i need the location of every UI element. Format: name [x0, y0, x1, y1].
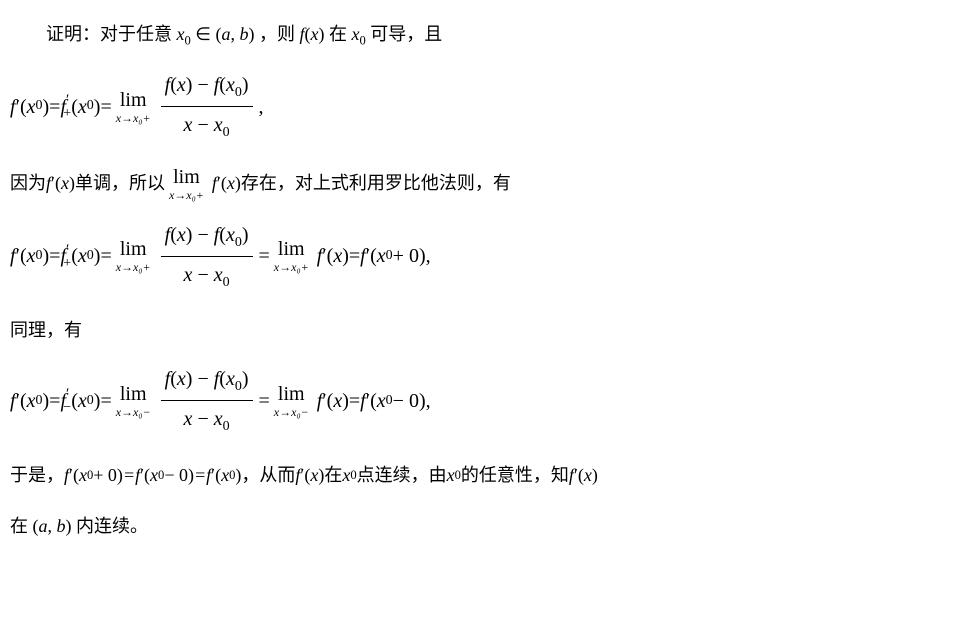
- eq: =: [49, 240, 60, 272]
- term: f′(x0): [206, 461, 241, 490]
- text: 点连续，由: [357, 461, 447, 490]
- equation-1: f′(x0) = f′+(x0) = lim x→x₀+ f(x) − f(x0…: [10, 69, 955, 145]
- eq: =: [349, 385, 360, 417]
- eq: =: [100, 385, 111, 417]
- rhs1: f′+(x0): [60, 88, 100, 125]
- term: f′(x): [295, 461, 324, 490]
- term: f′(x): [313, 385, 349, 417]
- term: f′(x): [569, 461, 598, 490]
- eq: =: [194, 461, 206, 490]
- term: f′(x0): [10, 240, 49, 272]
- term: f′−(x0): [60, 382, 100, 419]
- text-line-4: 于是， f′(x0 + 0) = f′(x0 − 0) = f′(x0) ，从而…: [10, 461, 955, 490]
- tail: ,: [426, 385, 431, 417]
- equation-2: f′(x0) = f′+(x0) = limx→x₀+ f(x) − f(x0)…: [10, 219, 955, 295]
- eq: =: [259, 240, 270, 272]
- term: f′(x0 + 0): [360, 240, 425, 272]
- eq: =: [100, 91, 111, 123]
- fprime: f′(x): [208, 169, 241, 198]
- term: f′(x0 − 0): [360, 385, 425, 417]
- fx: f(x): [299, 24, 324, 44]
- var-x0: x0: [177, 24, 191, 44]
- equation-3: f′(x0) = f′−(x0) = limx→x₀− f(x) − f(x0)…: [10, 363, 955, 439]
- tail: ,: [259, 91, 264, 123]
- fprime: f′(x): [46, 169, 75, 198]
- tail: ,: [426, 240, 431, 272]
- eq: =: [349, 240, 360, 272]
- term: f′(x0 + 0): [64, 461, 123, 490]
- text-line-2: 因为 f′(x) 单调，所以 lim x→x₀+ f′(x) 存在，对上式利用罗…: [10, 167, 955, 201]
- limit: limx→x₀+: [116, 239, 151, 273]
- text: 可导，且: [370, 24, 442, 44]
- var-x0: x0: [352, 24, 366, 44]
- text: ) 内连续。: [66, 516, 149, 536]
- limit: lim x→x₀+: [169, 167, 204, 201]
- eq: =: [259, 385, 270, 417]
- text: ，从而: [241, 461, 295, 490]
- fraction: f(x) − f(x0) x − x0: [161, 219, 253, 295]
- term: f′+(x0): [60, 238, 100, 275]
- limit: limx→x₀+: [274, 239, 309, 273]
- text: 在 (: [10, 516, 39, 536]
- text: 同理，有: [10, 320, 82, 340]
- term: x0: [342, 461, 356, 490]
- var-b: b: [57, 516, 66, 536]
- limit: limx→x₀−: [274, 384, 309, 418]
- text: ,: [48, 516, 57, 536]
- text: ，则: [259, 24, 300, 44]
- text: 于是，: [10, 461, 64, 490]
- text: 在: [324, 461, 342, 490]
- text: ∈ (a, b): [195, 24, 254, 44]
- text: 存在，对上式利用罗比他法则，有: [241, 169, 511, 198]
- proof-line-1: 证明：对于任意 x0 ∈ (a, b) ，则 f(x) 在 x0 可导，且: [10, 20, 955, 51]
- fraction: f(x) − f(x0) x − x0: [161, 69, 253, 145]
- eq: =: [49, 385, 60, 417]
- text: 单调，所以: [75, 169, 165, 198]
- text: 因为: [10, 169, 46, 198]
- term: f′(x0): [10, 385, 49, 417]
- text-line-5: 在 (a, b) 内连续。: [10, 512, 955, 541]
- text: 证明：对于任意: [46, 24, 177, 44]
- fraction: f(x) − f(x0) x − x0: [161, 363, 253, 439]
- text: 的任意性，知: [461, 461, 569, 490]
- eq: =: [100, 240, 111, 272]
- term: f′(x0 − 0): [135, 461, 194, 490]
- limit: lim x→x₀+: [116, 90, 151, 124]
- text: 在: [329, 24, 352, 44]
- term: x0: [447, 461, 461, 490]
- limit: limx→x₀−: [116, 384, 151, 418]
- var-a: a: [39, 516, 48, 536]
- eq: =: [123, 461, 135, 490]
- term: f′(x): [313, 240, 349, 272]
- text-line-3: 同理，有: [10, 316, 955, 345]
- lhs: f′(x0): [10, 91, 49, 123]
- eq: =: [49, 91, 60, 123]
